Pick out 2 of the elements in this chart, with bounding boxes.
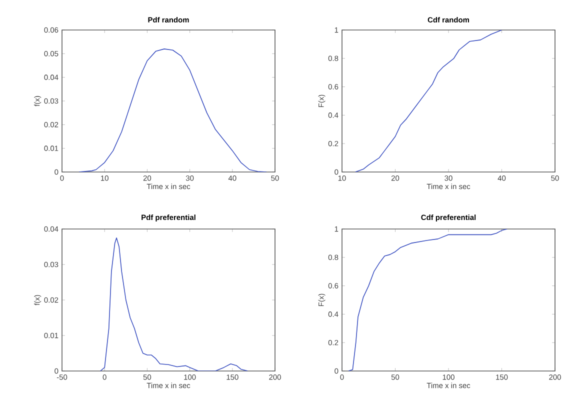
line-series bbox=[348, 229, 508, 371]
line-series bbox=[100, 237, 248, 371]
